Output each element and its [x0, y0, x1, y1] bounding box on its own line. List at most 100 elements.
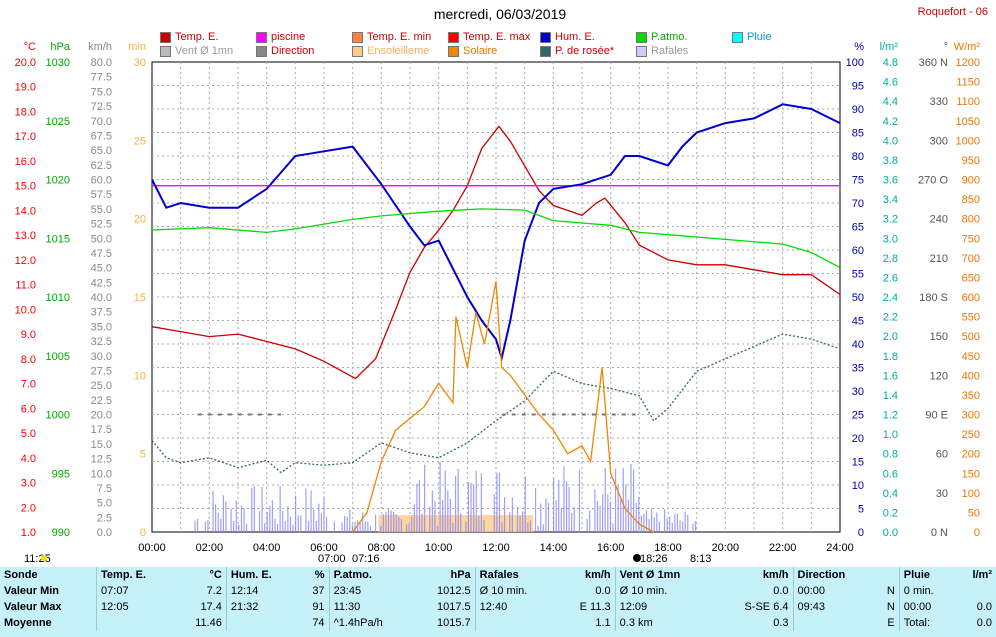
rain-tick-label: 0.4 [883, 488, 898, 500]
wind-tick-label: 57.5 [91, 189, 112, 201]
stats-cell: 00:00 [792, 583, 876, 599]
stats-header-cell: Sonde [4, 569, 38, 581]
hum-tick-label: 35 [852, 363, 864, 375]
legend-swatch [540, 45, 551, 57]
legend-item: P. de rosée* [540, 45, 614, 57]
wind-tick-label: 17.5 [91, 424, 112, 436]
legend-swatch [636, 31, 647, 43]
stats-cell: N [886, 601, 895, 613]
hum-tick-label: 45 [852, 316, 864, 328]
wind-tick-label: 70.0 [91, 116, 112, 128]
stats-cell: N [886, 585, 895, 597]
legend-label: piscine [271, 31, 306, 43]
stats-cell: Ø 10 min. [614, 583, 717, 599]
solar-tick-label: 0 [974, 527, 980, 539]
hum-tick-label: 60 [852, 245, 864, 257]
wind-tick-label: 72.5 [91, 101, 112, 113]
legend-label: Ensoleilleme [367, 45, 430, 57]
stats-header-cell: P.atmo. [328, 567, 414, 583]
temp-tick-label: 3.0 [21, 478, 36, 490]
legend-swatch [636, 45, 647, 57]
rain-tick-label: 3.0 [883, 233, 898, 245]
min-tick-label: 20 [134, 214, 146, 226]
solar-tick-label: 1100 [956, 96, 980, 108]
rain-tick-label: 1.2 [883, 410, 898, 422]
rain-tick-label: 1.8 [883, 351, 898, 363]
dir-tick-label: 0 N [931, 527, 948, 539]
wind-tick-label: 15.0 [91, 439, 112, 451]
moon-icon [633, 554, 641, 562]
grid [151, 61, 841, 533]
wind-tick-label: 25.0 [91, 380, 112, 392]
temp-tick-label: 17.0 [15, 131, 36, 143]
stats-cell: 0.3 [773, 617, 789, 629]
stats-cell: 12:05 [96, 599, 175, 615]
event-label: 18:26 [640, 553, 668, 565]
wind-tick-label: 60.0 [91, 175, 112, 187]
legend-swatch [352, 31, 363, 43]
stats-cell: 0.0 [976, 601, 992, 613]
stats-cell: 07:07 [96, 583, 175, 599]
stats-row: Valeur Max 12:05 17.4 21:32 91 11:30 1017.5 12:… [0, 599, 996, 615]
min-tick-label: 30 [134, 57, 146, 69]
hum-tick-label: 70 [852, 198, 864, 210]
dir-tick-label: 270 O [918, 175, 948, 187]
x-tick-label: 10:00 [425, 542, 453, 554]
legend-label: P.atmo. [651, 31, 688, 43]
rain-unit-label: l/m² [880, 41, 899, 53]
stats-cell: 1015.7 [437, 617, 471, 629]
stats-cell: Ø 10 min. [474, 583, 558, 599]
solar-tick-label: 350 [962, 390, 980, 402]
rain-tick-label: 2.8 [883, 253, 898, 265]
wind-tick-label: 20.0 [91, 410, 112, 422]
wind-tick-label: 80.0 [91, 57, 112, 69]
legend-item: Direction [256, 45, 314, 57]
temp-tick-label: 6.0 [21, 403, 36, 415]
dir-tick-label: 330 [930, 96, 948, 108]
solar-tick-label: 400 [962, 370, 980, 382]
stats-header-cell: Hum. E. [225, 567, 299, 583]
press-tick-label: 990 [52, 527, 70, 539]
x-tick-label: 24:00 [826, 542, 854, 554]
wind-tick-label: 2.5 [97, 512, 112, 524]
stats-row-label: Valeur Min [4, 585, 60, 597]
dir-tick-label: 120 [930, 370, 948, 382]
wind-tick-label: 67.5 [91, 130, 112, 142]
hum-tick-label: 90 [852, 104, 864, 116]
temp-tick-label: 13.0 [15, 230, 36, 242]
solar-tick-label: 150 [962, 468, 980, 480]
temp-tick-label: 2.0 [21, 502, 36, 514]
press-tick-label: 1030 [46, 57, 70, 69]
legend-item: Temp. E. [160, 31, 218, 43]
x-tick-label: 04:00 [253, 542, 281, 554]
rain-tick-label: 2.2 [883, 312, 898, 324]
legend-label: Temp. E. min [367, 31, 432, 43]
hum-tick-label: 10 [852, 480, 864, 492]
stats-cell: 11.46 [195, 617, 222, 629]
stats-cell: 37 [312, 585, 325, 597]
series-solaire [352, 281, 655, 533]
legend-label: Solaire [463, 45, 498, 57]
legend-item: Rafales [636, 45, 688, 57]
legend-item: piscine [256, 31, 305, 43]
solar-tick-label: 250 [962, 429, 980, 441]
wind-tick-label: 0.0 [97, 527, 112, 539]
temp-tick-label: 11.0 [15, 280, 36, 292]
legend-item: Temp. E. min [352, 31, 431, 43]
temp-tick-label: 4.0 [21, 453, 36, 465]
wind-tick-label: 10.0 [91, 468, 112, 480]
hum-tick-label: 20 [852, 433, 864, 445]
hum-tick-label: 30 [852, 386, 864, 398]
hum-tick-label: 75 [852, 175, 864, 187]
series-temp-e- [151, 125, 841, 380]
wind-tick-label: 35.0 [91, 321, 112, 333]
rain-tick-label: 1.4 [883, 390, 898, 402]
solar-tick-label: 200 [962, 449, 980, 461]
legend-label: P. de rosée* [555, 45, 615, 57]
rain-tick-label: 0.0 [883, 527, 898, 539]
min-tick-label: 25 [134, 135, 146, 147]
stats-row-label: Moyenne [4, 617, 52, 629]
stats-cell: 21:32 [225, 599, 299, 615]
solar-tick-label: 650 [962, 272, 980, 284]
wind-tick-label: 22.5 [91, 395, 112, 407]
